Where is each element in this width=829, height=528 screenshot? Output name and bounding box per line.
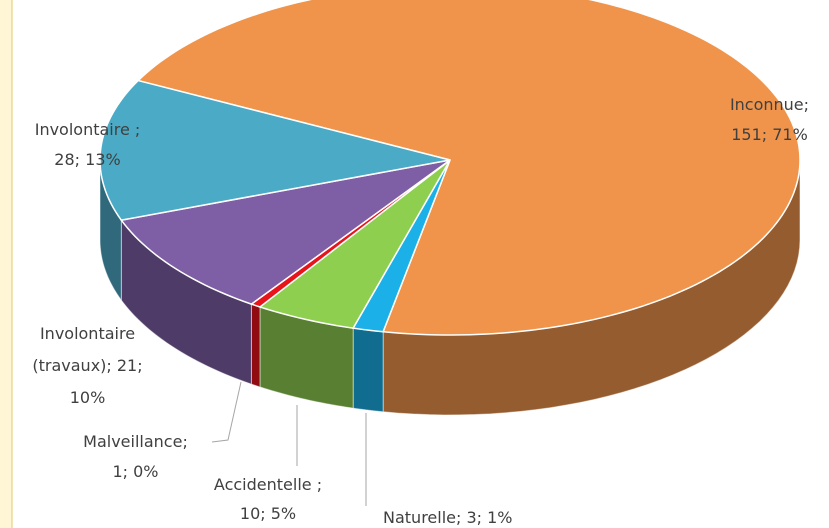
table-edge (0, 0, 12, 528)
data-label: Malveillance; 1; 0% (83, 432, 188, 481)
slice-side (250, 303, 261, 388)
slice (136, 0, 801, 336)
data-label: Inconnue; 151; 71% (729, 95, 810, 144)
data-label: Involontaire ; 28; 13% (34, 120, 141, 169)
slice (99, 79, 451, 221)
slice-side (352, 327, 384, 413)
slice (119, 159, 451, 305)
data-label: Involontaire (travaux); 21; 10% (32, 324, 143, 407)
slice (258, 159, 451, 329)
pie (99, 0, 801, 416)
data-label: Naturelle; 3; 1% (383, 508, 513, 527)
data-label: Accidentelle ; 10; 5% (213, 475, 323, 523)
leader-line (211, 381, 242, 443)
